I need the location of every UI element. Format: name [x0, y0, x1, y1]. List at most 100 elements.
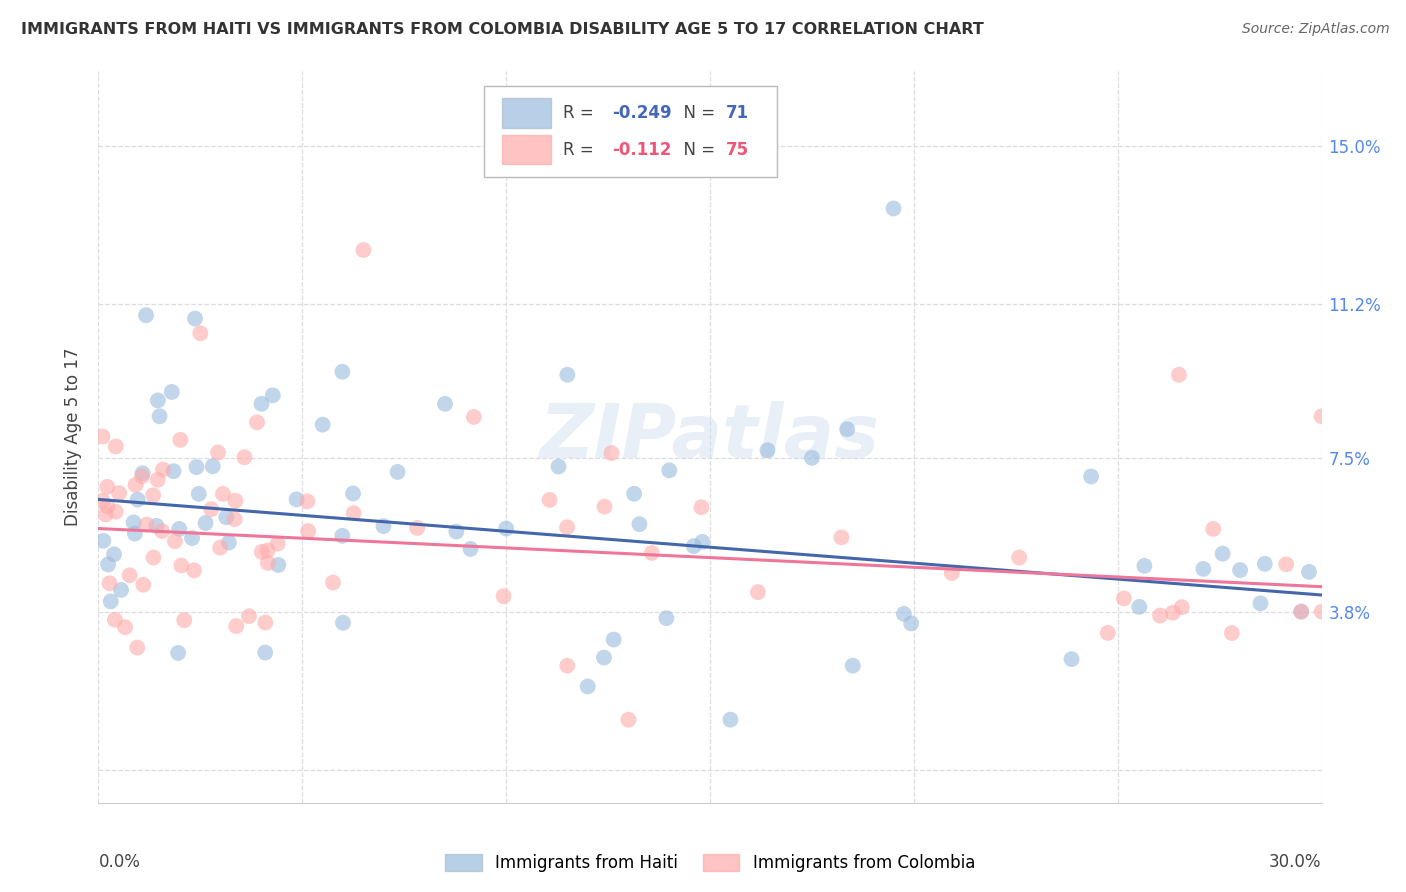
Point [91, 533, 114, 548]
Point [142, 550, 165, 565]
Point [224, 512, 246, 526]
Point [690, 500, 713, 515]
Point [146, 473, 169, 487]
Point [1298, 565, 1320, 579]
Point [1167, 368, 1189, 382]
Point [747, 585, 769, 599]
Point [406, 521, 429, 535]
Point [1171, 600, 1194, 615]
Point [170, 558, 193, 573]
Point [132, 578, 155, 592]
Point [1254, 557, 1277, 571]
Point [1080, 469, 1102, 483]
Point [756, 443, 779, 458]
Point [1291, 605, 1313, 619]
Point [557, 658, 579, 673]
Point [188, 326, 212, 341]
Point [124, 526, 146, 541]
Point [225, 619, 247, 633]
Point [285, 492, 308, 507]
Point [1060, 652, 1083, 666]
Point [841, 658, 863, 673]
Point [149, 409, 172, 424]
Point [617, 713, 640, 727]
Point [160, 384, 183, 399]
Point [830, 530, 852, 544]
Point [200, 502, 222, 516]
Point [256, 543, 278, 558]
Point [135, 308, 157, 322]
Point [127, 640, 149, 655]
Text: R =: R = [564, 141, 605, 159]
Point [297, 524, 319, 538]
Point [254, 615, 277, 630]
Point [1275, 558, 1298, 572]
Text: Source: ZipAtlas.com: Source: ZipAtlas.com [1241, 22, 1389, 37]
Point [100, 594, 122, 608]
FancyBboxPatch shape [502, 135, 551, 164]
Point [593, 650, 616, 665]
Point [1149, 608, 1171, 623]
Point [169, 433, 191, 447]
Point [254, 646, 277, 660]
Point [655, 611, 678, 625]
Point [312, 417, 335, 432]
Point [373, 519, 395, 533]
Point [184, 311, 207, 326]
Point [322, 575, 344, 590]
Point [104, 440, 127, 454]
Point [593, 500, 616, 514]
Point [900, 616, 922, 631]
Point [108, 486, 131, 500]
Point [97, 558, 120, 572]
Point [1310, 605, 1333, 619]
Point [142, 488, 165, 502]
Point [238, 609, 260, 624]
Point [114, 620, 136, 634]
Point [495, 521, 517, 535]
Point [96, 500, 118, 514]
Text: R =: R = [564, 104, 599, 122]
Point [212, 487, 235, 501]
Point [342, 486, 364, 500]
Point [262, 388, 284, 402]
Text: N =: N = [673, 104, 721, 122]
Point [1008, 550, 1031, 565]
Text: IMMIGRANTS FROM HAITI VS IMMIGRANTS FROM COLOMBIA DISABILITY AGE 5 TO 17 CORRELA: IMMIGRANTS FROM HAITI VS IMMIGRANTS FROM… [21, 22, 984, 37]
Point [1291, 605, 1313, 619]
Point [127, 492, 149, 507]
Point [602, 632, 624, 647]
Point [434, 397, 457, 411]
Point [538, 492, 561, 507]
Point [207, 445, 229, 459]
Point [181, 531, 204, 545]
Text: N =: N = [673, 141, 721, 159]
Point [352, 243, 374, 257]
Point [387, 465, 409, 479]
Point [463, 409, 485, 424]
Point [91, 429, 114, 443]
Point [576, 680, 599, 694]
FancyBboxPatch shape [484, 86, 778, 178]
Point [330, 365, 353, 379]
Point [215, 510, 238, 524]
Point [267, 558, 290, 572]
Point [131, 467, 153, 481]
Point [103, 547, 125, 561]
Point [330, 529, 353, 543]
Point [150, 524, 173, 538]
Text: 75: 75 [725, 141, 749, 159]
Point [883, 202, 905, 216]
Text: 0.0%: 0.0% [98, 853, 141, 871]
Point [1249, 596, 1271, 610]
Point [600, 446, 623, 460]
Text: 71: 71 [725, 104, 749, 122]
Text: ZIPatlas: ZIPatlas [540, 401, 880, 474]
Point [118, 568, 141, 582]
Point [145, 519, 167, 533]
Point [224, 493, 246, 508]
Point [135, 517, 157, 532]
Point [692, 534, 714, 549]
Point [91, 493, 114, 508]
Point [555, 520, 578, 534]
